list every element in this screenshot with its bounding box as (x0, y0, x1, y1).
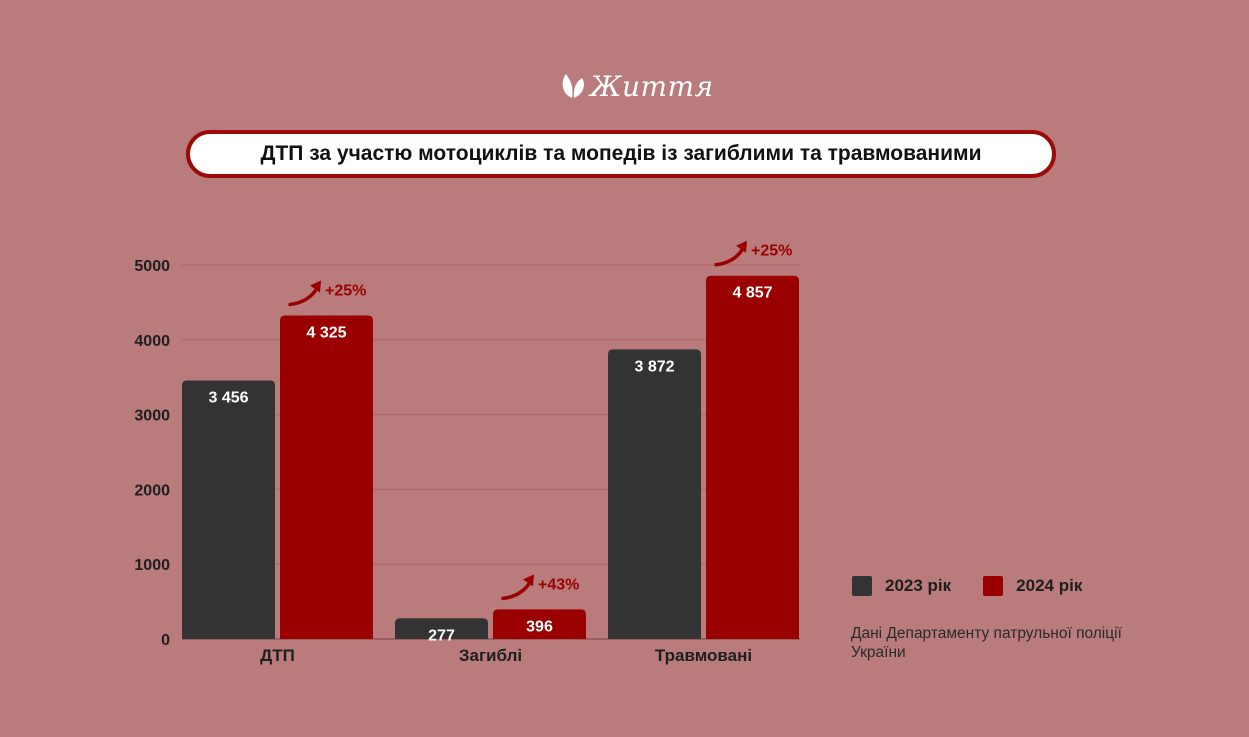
bar (395, 618, 488, 639)
y-tick-label: 2000 (134, 482, 170, 499)
chart-title-box: ДТП за участю мотоциклів та мопедів із з… (186, 130, 1056, 178)
bar (706, 275, 799, 639)
bar (182, 380, 275, 639)
growth-arrowhead-icon (310, 280, 321, 293)
growth-arrowhead-icon (736, 240, 747, 253)
legend-item-2023: 2023 рік (852, 576, 951, 596)
bar (280, 315, 373, 639)
growth-label: +25% (325, 282, 366, 299)
y-tick-label: 5000 (134, 258, 170, 275)
bar-value-label: 3 456 (208, 389, 248, 406)
bar (493, 609, 586, 639)
legend-swatch-2023 (852, 576, 872, 596)
bar-value-label: 4 857 (732, 285, 772, 302)
legend-swatch-2024 (983, 576, 1004, 596)
growth-arrow-icon (501, 580, 532, 601)
chart-title: ДТП за участю мотоциклів та мопедів із з… (260, 142, 982, 165)
source-note: Дані Департаменту патрульної поліції Укр… (851, 625, 1122, 661)
y-tick-label: 3000 (134, 408, 170, 425)
growth-label: +43% (538, 576, 579, 593)
bar-value-label: 4 325 (306, 324, 346, 341)
legend: 2023 рік 2024 рік (852, 576, 1114, 596)
x-category-label: Травмовані (655, 646, 752, 665)
legend-label-2024: 2024 рік (1016, 576, 1083, 595)
growth-arrow-icon (714, 246, 745, 267)
legend-label-2023: 2023 рік (885, 576, 952, 595)
bar-value-label: 3 872 (634, 358, 674, 375)
legend-item-2024: 2024 рік (983, 576, 1082, 596)
growth-arrow-icon (288, 286, 319, 307)
logo-text: Життя (590, 69, 714, 103)
x-category-label: ДТП (260, 646, 295, 665)
leaf-icon (562, 74, 584, 98)
y-tick-label: 0 (161, 632, 170, 649)
bar-value-label: 396 (526, 618, 553, 635)
growth-label: +25% (751, 243, 792, 260)
bar (608, 349, 701, 639)
y-tick-label: 4000 (134, 333, 170, 350)
x-category-label: Загиблі (459, 646, 522, 665)
y-tick-label: 1000 (134, 557, 170, 574)
bar-value-label: 277 (428, 627, 455, 644)
growth-arrowhead-icon (523, 574, 534, 587)
logo: Життя (560, 68, 714, 104)
